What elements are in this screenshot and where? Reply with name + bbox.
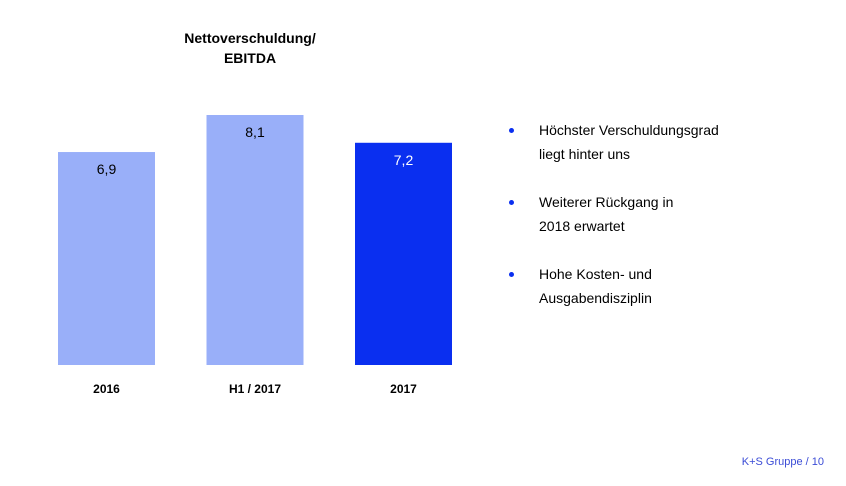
footer-page-label: K+S Gruppe / 10 [741,456,824,468]
bullet-item: Hohe Kosten- und Ausgabendisziplin [505,262,805,310]
bar-3 [355,142,452,365]
bullet-list: Höchster Verschuldungsgrad liegt hinter … [505,118,805,334]
category-label: 2017 [390,382,417,396]
bullet-text-line: Weiterer Rückgang in [539,194,674,210]
bullet-item: Höchster Verschuldungsgrad liegt hinter … [505,118,805,166]
bar-value-label: 6,9 [97,161,117,177]
category-label: 2016 [93,382,120,396]
bar-value-label: 8,1 [245,124,265,140]
bullet-text-line: liegt hinter uns [539,146,631,162]
bar-value-label: 7,2 [394,152,414,168]
category-label: H1 / 2017 [229,382,281,396]
bullet-dot-icon [509,200,514,205]
bullet-dot-icon [509,128,514,133]
bar-1 [58,152,155,365]
bullet-text-line: Ausgabendisziplin [539,290,652,306]
bullet-item: Weiterer Rückgang in 2018 erwartet [505,190,805,238]
bar-2 [206,115,304,365]
chart-title: Nettoverschuldung/ EBITDA [150,28,350,68]
bullet-text-line: Hohe Kosten- und [539,266,652,282]
bullet-text-line: 2018 erwartet [539,218,625,234]
bullet-dot-icon [509,272,514,277]
chart-title-line-2: EBITDA [223,50,277,66]
chart-title-line-1: Nettoverschuldung/ [184,30,316,46]
bullet-text-line: Höchster Verschuldungsgrad [539,122,719,138]
